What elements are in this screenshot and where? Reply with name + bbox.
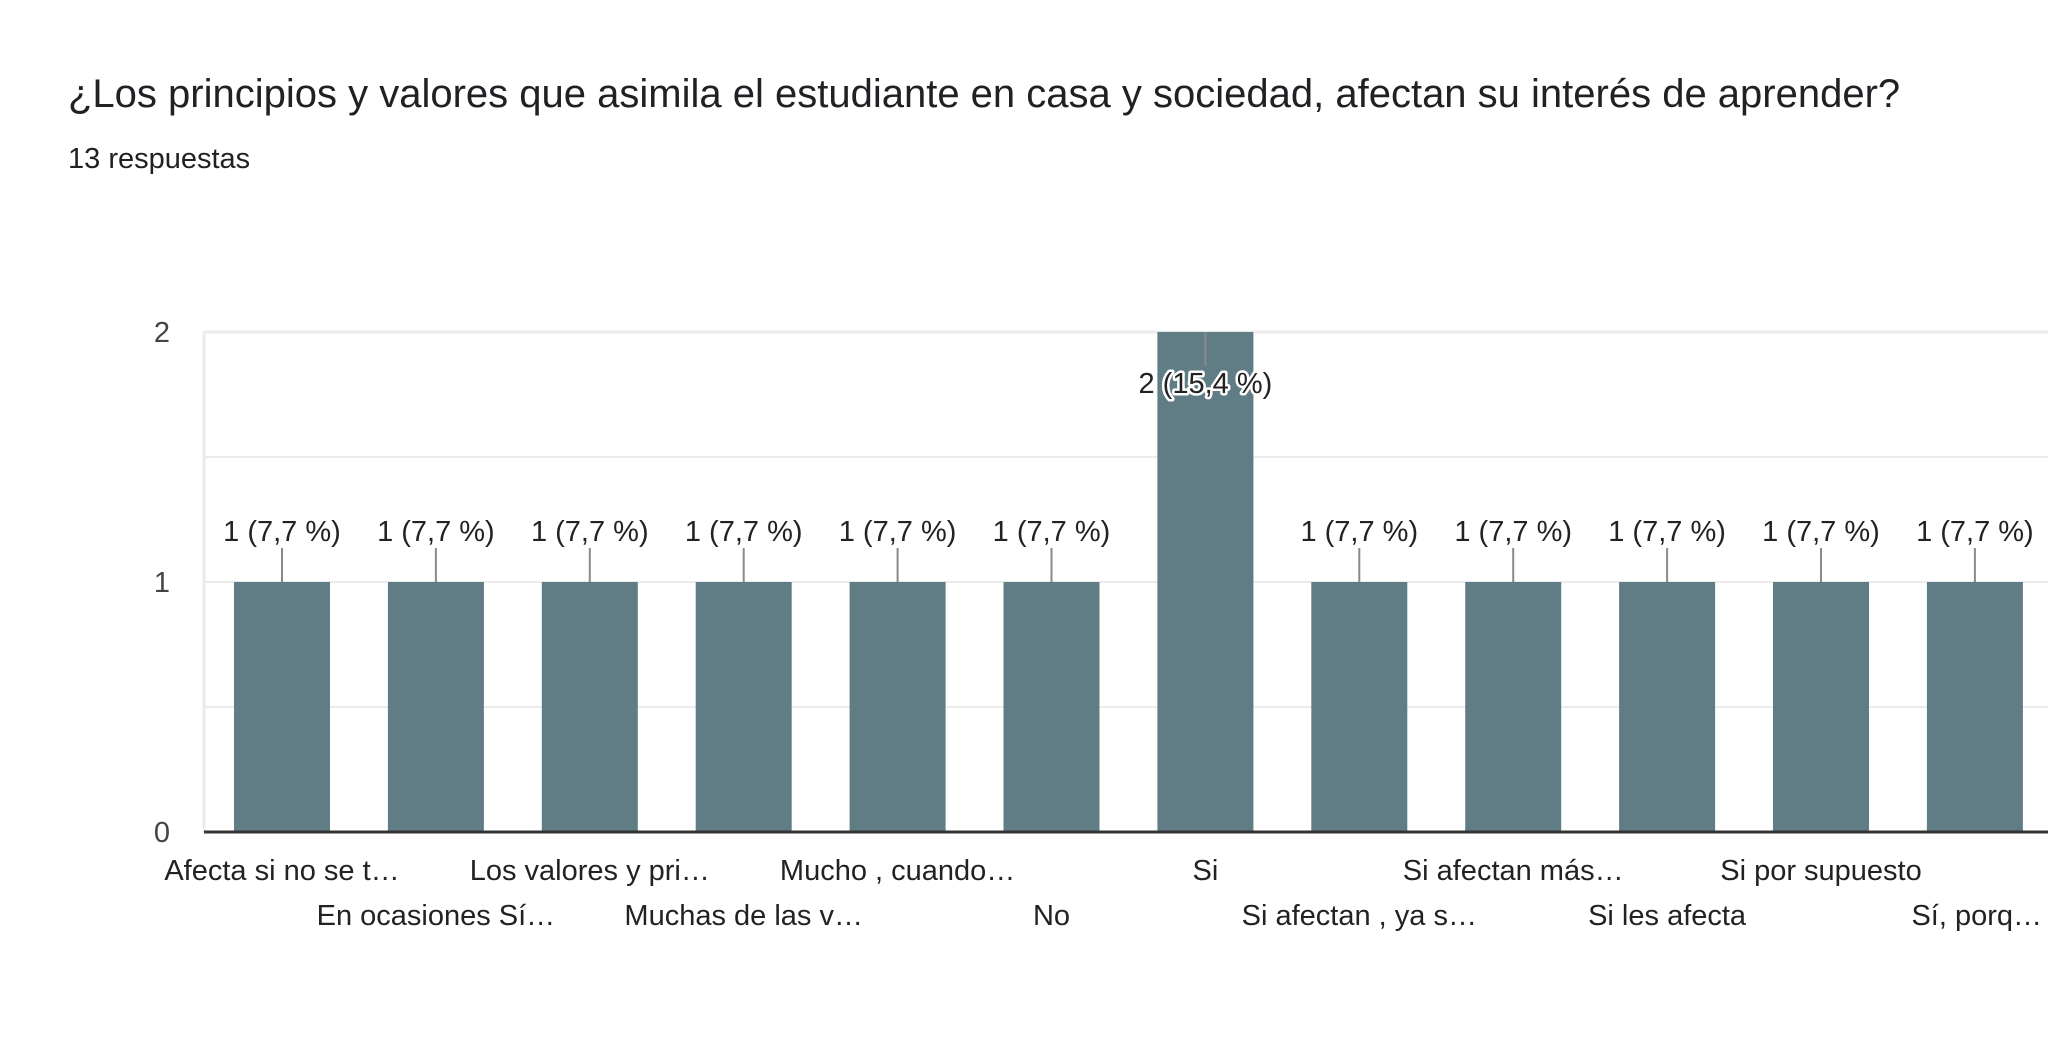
data-label: 1 (7,7 %)	[993, 516, 1111, 548]
data-label: 1 (7,7 %)	[1762, 516, 1880, 548]
x-category-label: En ocasiones Sí…	[317, 900, 556, 932]
y-tick-label: 1	[154, 567, 170, 599]
response-count: 13 respuestas	[68, 143, 251, 175]
x-category-label: Afecta si no se t…	[164, 855, 399, 887]
data-label: 2 (15,4 %)	[1139, 368, 1273, 400]
bar	[387, 582, 484, 832]
x-category-label: Si por supuesto	[1720, 855, 1922, 887]
data-label: 1 (7,7 %)	[1608, 516, 1726, 548]
bar	[1311, 582, 1408, 832]
bar	[1003, 582, 1100, 832]
data-label: 1 (7,7 %)	[223, 516, 341, 548]
bar	[849, 582, 946, 832]
data-label: 1 (7,7 %)	[1300, 516, 1418, 548]
x-category-label: Si afectan , ya s…	[1242, 900, 1477, 932]
bar	[695, 582, 792, 832]
data-label: 1 (7,7 %)	[839, 516, 957, 548]
x-category-label: Sí, porq…	[1911, 900, 2042, 932]
bar	[234, 582, 330, 832]
x-category-label: Los valores y pri…	[470, 855, 710, 887]
data-label: 1 (7,7 %)	[377, 516, 495, 548]
data-label: 1 (7,7 %)	[1916, 516, 2034, 548]
bars	[234, 332, 2023, 832]
gridlines	[202, 330, 2048, 832]
y-axis-ticks: 0 1 2	[154, 317, 170, 849]
x-category-label: Si	[1193, 855, 1219, 887]
x-category-label: Mucho , cuando…	[780, 855, 1015, 887]
bar	[1926, 582, 2023, 832]
y-tick-label: 2	[154, 317, 170, 349]
x-axis-category-labels: Afecta si no se t… En ocasiones Sí… Los va…	[164, 855, 2042, 932]
data-labels: 1 (7,7 %) 1 (7,7 %) 1 (7,7 %) 1 (7,7 %) 1 (7…	[223, 366, 2034, 549]
x-category-label: Si les afecta	[1588, 900, 1747, 932]
data-label-leaders	[281, 332, 1976, 582]
chart-header: ¿Los principios y valores que asimila el…	[68, 60, 1968, 176]
y-tick-label: 0	[154, 817, 170, 849]
x-category-label: Muchas de las v…	[624, 900, 863, 932]
bar	[1465, 582, 1562, 832]
bar	[541, 582, 638, 832]
data-label: 1 (7,7 %)	[1454, 516, 1572, 548]
x-category-label: Si afectan más…	[1403, 855, 1624, 887]
data-label: 1 (7,7 %)	[685, 516, 803, 548]
question-title: ¿Los principios y valores que asimila el…	[68, 72, 1901, 116]
bar	[1773, 582, 1869, 832]
bar	[1619, 582, 1716, 832]
data-label: 1 (7,7 %)	[531, 516, 649, 548]
bar	[1157, 332, 1254, 832]
x-category-label: No	[1033, 900, 1070, 932]
